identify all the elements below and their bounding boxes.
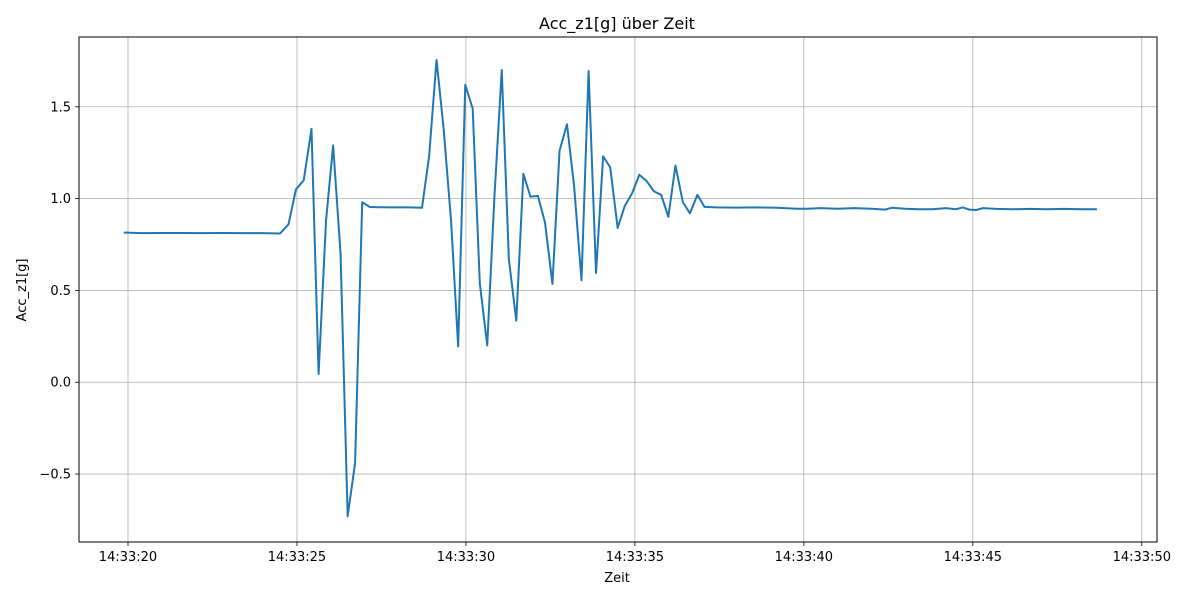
x-tick-label: 14:33:40 xyxy=(775,550,833,565)
x-tick-label: 14:33:45 xyxy=(944,550,1002,565)
y-tick-label: 0.5 xyxy=(50,284,71,299)
x-tick-label: 14:33:20 xyxy=(99,550,157,565)
x-axis-label: Zeit xyxy=(604,571,630,586)
plot-frame xyxy=(78,36,1158,543)
x-tick-label: 14:33:50 xyxy=(1113,550,1171,565)
y-tick-label: 1.0 xyxy=(50,192,71,207)
x-tick-label: 14:33:30 xyxy=(437,550,495,565)
y-tick-label: −0.5 xyxy=(39,468,71,483)
y-axis-label: Acc_z1[g] xyxy=(15,259,30,322)
y-tick-label: 1.5 xyxy=(50,100,71,115)
y-axis: −0.5 0.0 0.5 1.0 1.5 xyxy=(39,100,79,483)
series-line xyxy=(123,58,1098,518)
x-tick-label: 14:33:25 xyxy=(268,550,326,565)
series-layer xyxy=(123,58,1098,518)
grid xyxy=(79,37,1157,542)
y-tick-label: 0.0 xyxy=(50,376,71,391)
chart-title: Acc_z1[g] über Zeit xyxy=(539,14,695,34)
x-tick-label: 14:33:35 xyxy=(606,550,664,565)
x-axis: 14:33:20 14:33:25 14:33:30 14:33:35 14:33:40… xyxy=(99,542,1171,565)
